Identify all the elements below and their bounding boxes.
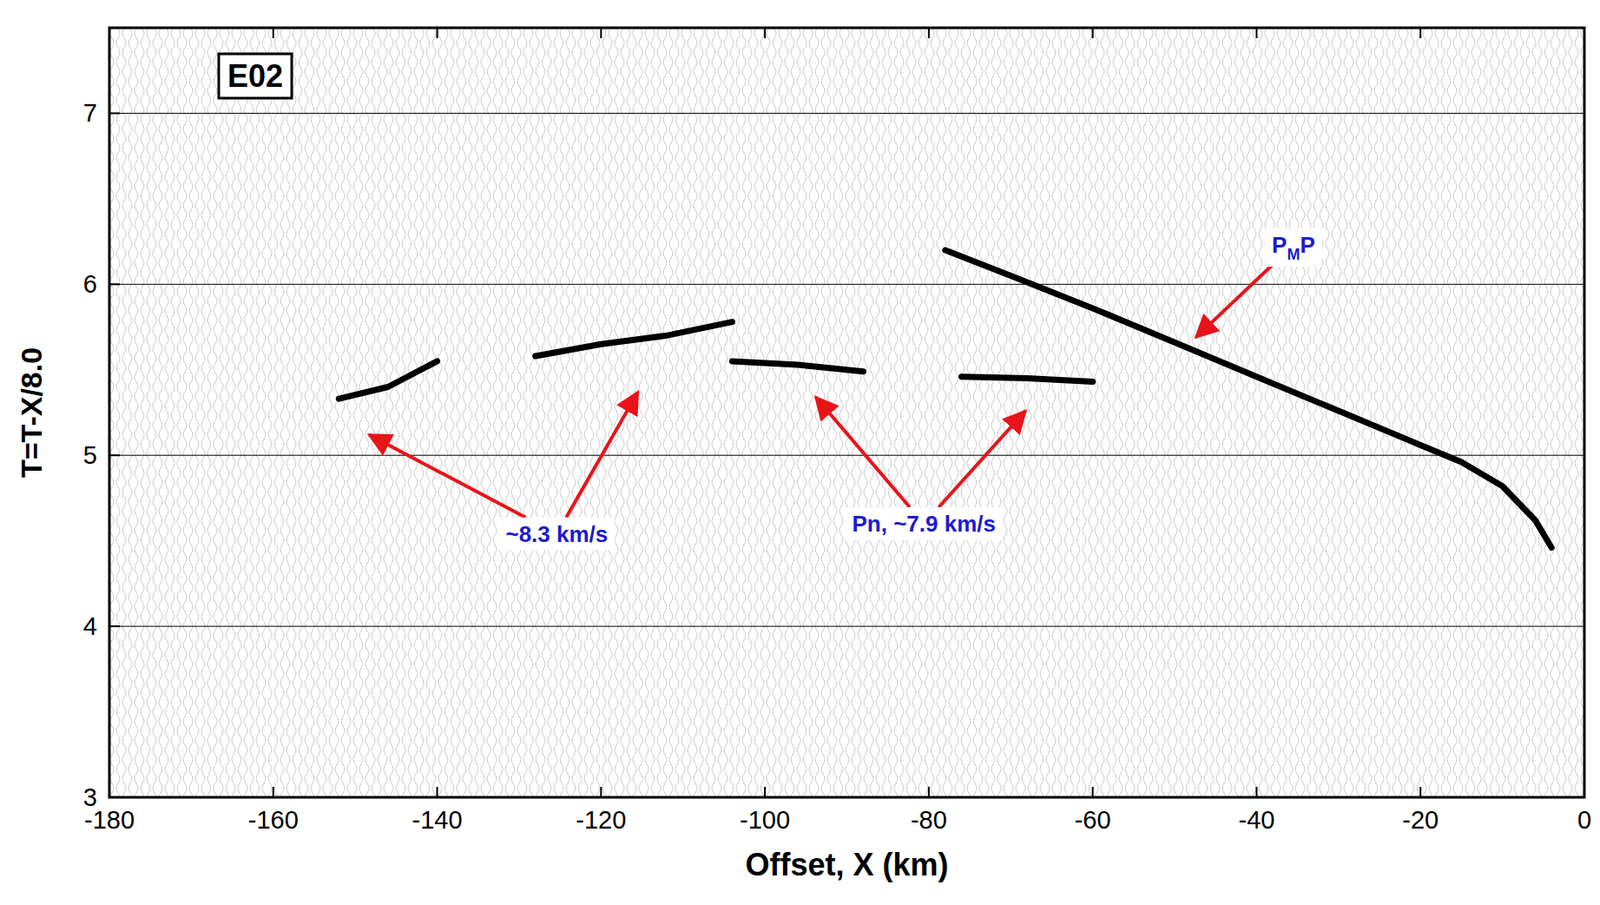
- x-tick: [763, 786, 766, 797]
- phase-line: [731, 361, 1093, 382]
- annotation-arrow: [938, 410, 1026, 507]
- x-tick-label: -160: [248, 805, 299, 834]
- x-tick: [1583, 786, 1586, 797]
- panel-label-box: [218, 53, 292, 99]
- x-tick-top: [1255, 27, 1258, 39]
- x-tick: [1255, 786, 1258, 797]
- x-tick-top: [1583, 27, 1586, 39]
- grid-line: [109, 454, 1585, 456]
- x-tick-label: -60: [1074, 805, 1112, 834]
- y-tick-label: 5: [83, 441, 98, 469]
- phase-line: [945, 250, 1552, 548]
- annotation: PMP: [1271, 231, 1316, 264]
- annotation: Pn, ~7.9 km/s: [851, 510, 995, 537]
- phase-line: [338, 322, 732, 400]
- annotation-arrow: [368, 434, 526, 518]
- y-tick-label: 3: [83, 783, 98, 811]
- x-tick: [928, 786, 930, 797]
- y-tick-label: 4: [83, 612, 98, 640]
- x-tick: [1092, 786, 1094, 797]
- x-tick-top: [436, 27, 439, 39]
- x-tick: [1419, 786, 1422, 797]
- x-tick-top: [1419, 27, 1422, 39]
- series-group: [338, 250, 1552, 548]
- grid-line: [109, 625, 1585, 627]
- x-axis-title: Offset, X (km): [744, 846, 949, 883]
- x-tick-top: [1092, 27, 1094, 39]
- annotation-arrow: [566, 391, 639, 517]
- x-tick-label: 0: [1577, 805, 1592, 834]
- y-tick: [109, 283, 120, 285]
- x-tick-label: -80: [910, 805, 948, 834]
- grid-line: [109, 112, 1585, 114]
- annotation-box: [1264, 228, 1323, 267]
- x-tick-top: [599, 27, 602, 39]
- x-tick: [599, 786, 602, 797]
- x-tick-label: -40: [1237, 805, 1275, 834]
- x-tick: [108, 786, 111, 797]
- y-tick-label: 6: [83, 269, 98, 298]
- x-tick-top: [763, 27, 766, 39]
- y-tick: [109, 796, 120, 798]
- annotation: ~8.3 km/s: [505, 520, 608, 547]
- x-tick-top: [928, 27, 930, 39]
- annotation-box: [498, 517, 615, 551]
- x-tick-label: -100: [739, 805, 791, 834]
- background-traces: [109, 27, 1585, 797]
- x-tick-label: -20: [1402, 805, 1439, 834]
- x-tick-top: [108, 27, 111, 39]
- annotation-arrow: [1196, 263, 1274, 337]
- grid-line: [109, 283, 1585, 285]
- chart: -180-160-140-120-100-80-60-40-20034567Of…: [0, 0, 1600, 905]
- frame: [109, 27, 1585, 797]
- x-tick-top: [272, 27, 275, 39]
- y-tick-label: 7: [83, 98, 98, 127]
- y-tick: [109, 454, 120, 456]
- y-tick: [109, 111, 120, 114]
- annotation-box: [844, 506, 1002, 540]
- y-axis-title: T=T-X/8.0: [14, 347, 48, 478]
- x-tick: [436, 786, 439, 797]
- x-tick-label: -140: [412, 805, 463, 834]
- y-tick: [109, 625, 120, 627]
- x-tick: [272, 786, 275, 797]
- annotation-arrow: [816, 396, 910, 507]
- panel-label: E02: [227, 58, 284, 94]
- x-tick-label: -120: [575, 805, 626, 834]
